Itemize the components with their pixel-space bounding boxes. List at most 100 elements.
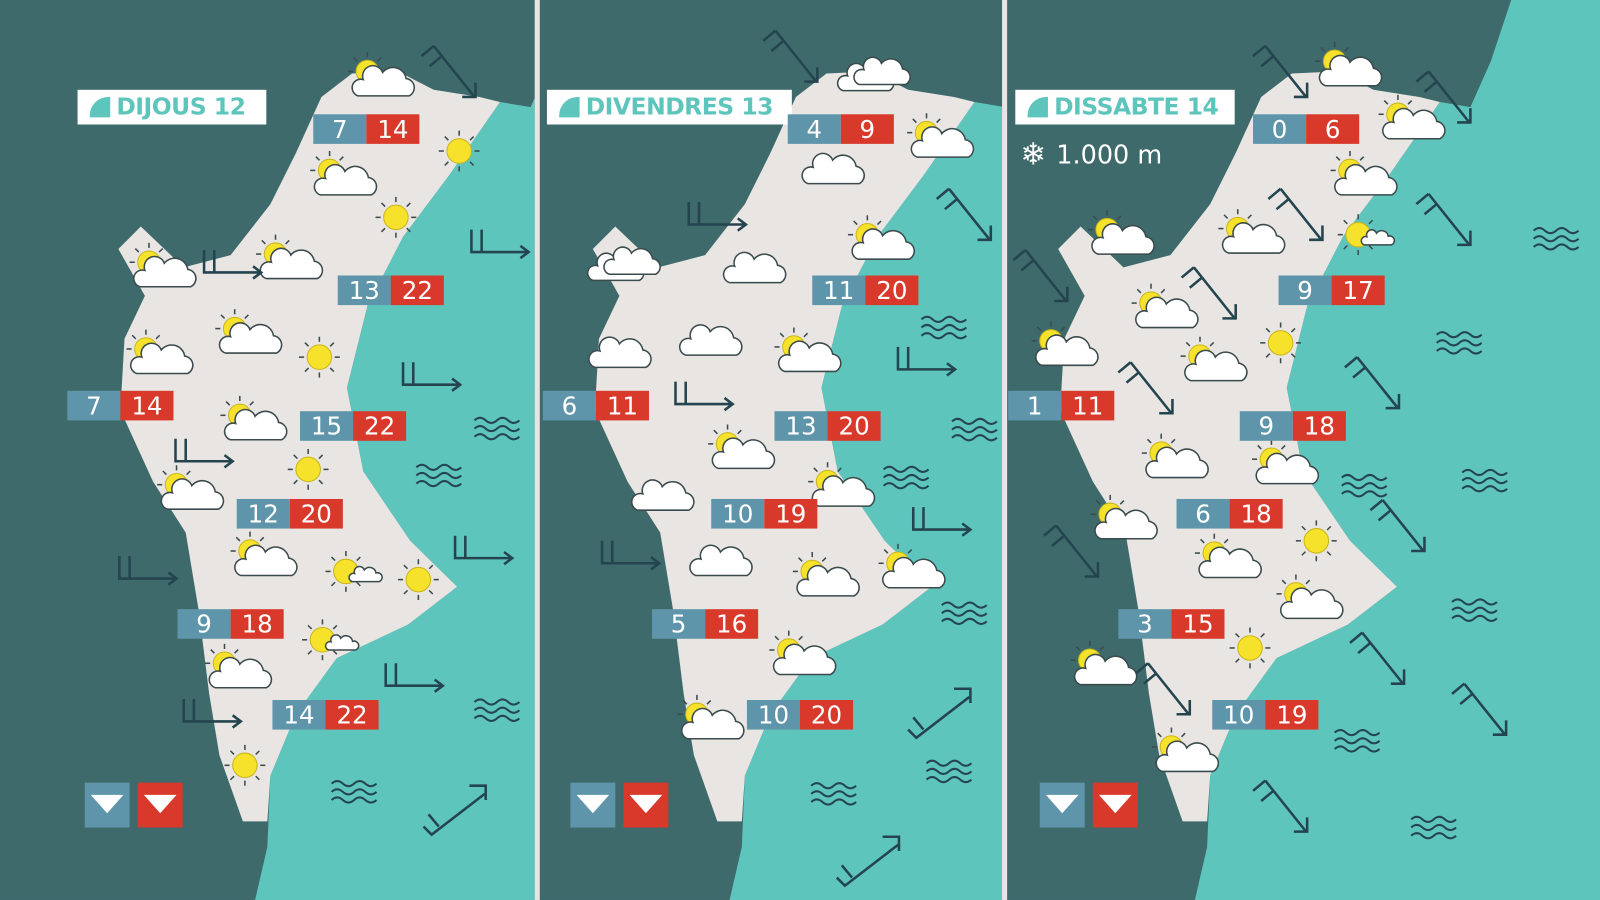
waves-icon [810,782,857,806]
cloud-icon [689,544,753,577]
sun-cloud-icon [215,309,283,354]
waves-icon [1451,598,1498,622]
sun-cloud-icon [1087,210,1155,255]
wind-arrow-icon [470,229,531,260]
temperature-badge: 5 16 [652,609,759,639]
temperature-badge: 9 18 [1239,411,1346,441]
max-temp-triangle-down-icon [1092,782,1138,828]
day-title: DIVENDRES 13 [546,89,792,125]
sun-cloud-icon [708,424,776,470]
sun-cloud-icon [1276,574,1344,620]
min-temp: 10 [746,699,800,730]
wind-arrow-icon [935,187,993,242]
max-temp: 19 [764,498,818,529]
max-temp: 18 [1292,411,1346,441]
min-temp: 13 [774,411,828,441]
max-temp-triangle-down-icon [137,782,183,828]
min-temp: 5 [652,609,706,639]
wind-arrow-icon [1117,361,1174,415]
min-temp: 7 [313,114,367,144]
wind-arrow-icon [835,835,901,888]
min-temp: 9 [177,609,231,639]
wind-arrow-icon [600,540,662,571]
sun-cloud-icon [157,465,225,510]
min-temp-triangle-down-icon [84,782,130,828]
waves-icon [473,416,521,441]
min-temp-triangle-down-icon [570,782,616,828]
cloud-icon [722,251,787,284]
max-temp: 20 [865,275,919,306]
sun-cloud-icon [1180,336,1248,382]
sun-cloud-icon [256,234,324,280]
temperature-badge: 9 17 [1278,275,1385,306]
waves-icon [1532,227,1580,251]
wind-arrow-icon [453,535,515,566]
wind-arrow-icon [182,698,243,729]
wind-arrow-icon [1134,662,1192,716]
waves-icon [1436,331,1483,355]
tab-shape-icon [89,96,111,118]
temperature-badge: 12 20 [236,498,343,529]
sun-icon [1229,627,1271,669]
sun-cloud-icon [769,630,837,676]
tab-shape-icon [559,96,580,118]
max-temp: 18 [1229,498,1283,529]
waves-icon [920,315,968,340]
wind-arrow-icon [1252,44,1309,99]
wind-arrow-icon [687,202,749,232]
min-temp-triangle-down-icon [1039,782,1085,828]
max-temp: 14 [120,390,174,421]
min-temp: 12 [236,498,290,529]
max-temp: 20 [289,498,343,529]
min-temp: 9 [1278,275,1332,306]
max-temp: 22 [325,699,379,730]
sun-cloud-icon [1090,494,1158,540]
sun-cloud-icon [1378,94,1446,140]
temperature-badge: 10 19 [1212,699,1319,730]
sun-cloud-icon [1152,727,1220,773]
max-temp: 9 [840,114,894,144]
waves-icon [925,759,973,784]
wind-arrow-icon [907,687,972,740]
sun-small-cloud-icon [1337,214,1396,256]
temperature-badge: 9 18 [177,609,284,639]
sun-cloud-icon [230,531,298,577]
sun-cloud-icon [1315,41,1383,87]
sun-cloud-icon [1070,640,1138,686]
max-temp-triangle-down-icon [623,782,669,828]
min-temp: 11 [812,275,866,306]
max-temp: 15 [1171,609,1225,639]
sun-icon [1295,520,1337,562]
sun-cloud-icon [205,643,273,689]
sun-cloud-icon [1218,209,1286,254]
clouds-icon [586,246,661,282]
waves-icon [1410,815,1457,840]
sun-cloud-icon [774,327,842,373]
wind-arrow-icon [202,249,264,280]
max-temp: 11 [1061,390,1115,421]
sun-icon [298,336,340,378]
temperature-badge: 15 22 [299,411,407,441]
waves-icon [1333,729,1381,753]
waves-icon [330,780,378,804]
legend [1039,782,1138,828]
wind-arrow-icon [1415,192,1472,247]
wind-arrow-icon [1415,70,1472,124]
wind-arrow-icon [1349,631,1406,685]
sun-cloud-icon [1330,151,1398,196]
min-temp: 15 [299,411,354,441]
min-temp: 6 [542,390,596,421]
sun-cloud-icon [1031,321,1099,367]
cloud-icon [801,152,866,185]
wind-arrow-icon [896,346,958,377]
wind-arrow-icon [1369,499,1426,553]
wind-arrow-icon [1180,266,1237,320]
wind-arrow-icon [420,44,477,99]
sun-cloud-icon [1194,533,1262,579]
wind-arrow-icon [674,381,735,412]
max-temp: 22 [353,411,407,441]
wind-arrow-icon [1043,524,1100,578]
snow-level: ❄ 1.000 m [1020,136,1163,173]
temperature-badge: 10 19 [711,498,818,529]
